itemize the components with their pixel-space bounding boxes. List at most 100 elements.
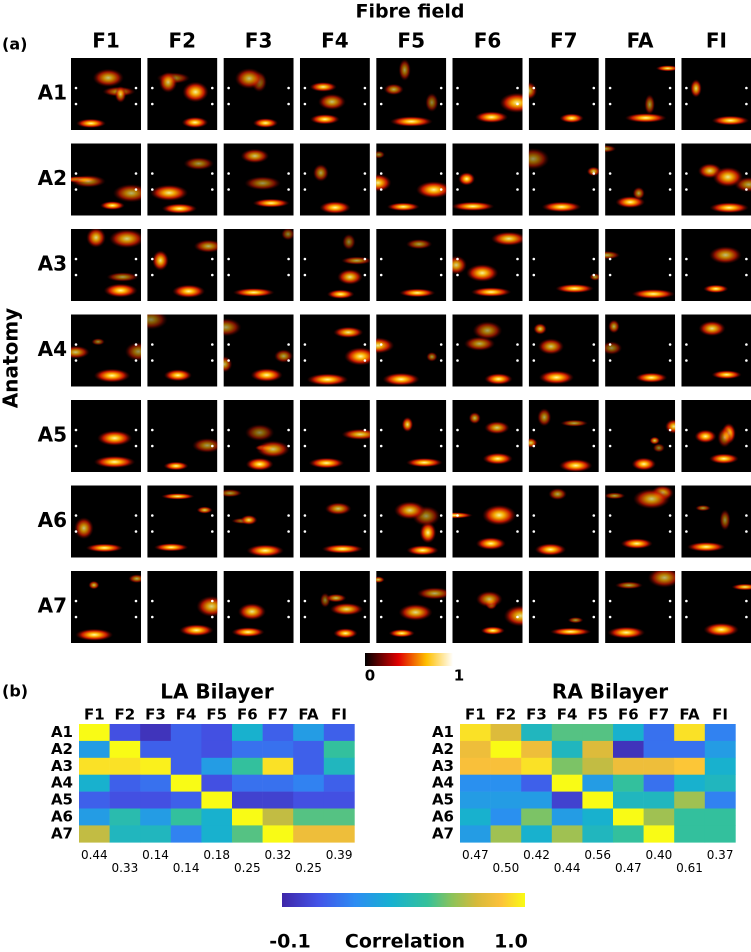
intensity-blob bbox=[344, 347, 370, 366]
landmark-dot bbox=[287, 86, 290, 90]
column-header: F6 bbox=[618, 706, 639, 724]
column-header: F6 bbox=[237, 706, 258, 724]
landmark-dot bbox=[532, 599, 536, 603]
intensity-blob bbox=[484, 421, 510, 435]
intensity-blob bbox=[533, 323, 547, 335]
column-score: 0.44 bbox=[554, 861, 581, 875]
map-panel bbox=[71, 400, 141, 472]
intensity-blob bbox=[172, 284, 206, 298]
intensity-blob bbox=[181, 116, 209, 128]
row-label: A1 bbox=[38, 81, 67, 105]
landmark-dot bbox=[592, 444, 596, 448]
heatmap-cell bbox=[79, 791, 110, 809]
map-panel bbox=[223, 314, 294, 387]
landmark-dot bbox=[668, 615, 672, 619]
heatmap-cell bbox=[613, 825, 644, 843]
map-panel bbox=[681, 143, 751, 216]
intensity-blob bbox=[240, 148, 270, 164]
map-panel bbox=[147, 229, 218, 301]
heatmap-cell bbox=[460, 791, 491, 809]
intensity-blob bbox=[321, 544, 364, 554]
landmark-dot bbox=[608, 343, 612, 346]
landmark-dot bbox=[211, 172, 214, 175]
heatmap-cell bbox=[109, 825, 141, 843]
intensity-blob bbox=[475, 591, 503, 608]
map-panel bbox=[299, 143, 370, 216]
intensity-blob bbox=[607, 626, 646, 639]
intensity-blob bbox=[281, 229, 294, 241]
landmark-dot bbox=[379, 273, 383, 277]
landmark-dot bbox=[287, 257, 290, 261]
map-panel bbox=[223, 400, 294, 472]
map-panel bbox=[223, 485, 294, 558]
intensity-blob bbox=[333, 326, 364, 338]
column-header: F2 bbox=[169, 29, 197, 53]
intensity-blob bbox=[193, 239, 218, 253]
intensity-blob bbox=[698, 320, 726, 337]
map-panel bbox=[681, 229, 751, 301]
landmark-dot bbox=[745, 428, 748, 432]
heatmap-cell bbox=[262, 808, 294, 826]
intensity-blob bbox=[246, 544, 284, 557]
panel-background bbox=[299, 229, 370, 301]
landmark-dot bbox=[74, 343, 78, 346]
intensity-blob bbox=[341, 428, 370, 440]
heatmap-cell bbox=[293, 791, 325, 809]
intensity-blob bbox=[567, 617, 584, 624]
map-panel bbox=[376, 485, 447, 558]
landmark-dot bbox=[379, 86, 383, 90]
landmark-dot bbox=[668, 102, 672, 106]
map-panel bbox=[223, 143, 294, 216]
landmark-dot bbox=[74, 86, 78, 90]
heatmap-cell bbox=[232, 757, 263, 775]
heatmap-cell bbox=[582, 724, 614, 742]
heatmap-title: RA Bilayer bbox=[552, 680, 668, 704]
intensity-blob bbox=[503, 605, 523, 627]
landmark-dot bbox=[456, 273, 459, 277]
heatmap-cell bbox=[232, 808, 263, 826]
column-score: 0.32 bbox=[265, 848, 292, 862]
landmark-dot bbox=[745, 444, 748, 448]
intensity-blob bbox=[401, 416, 414, 433]
intensity-blob bbox=[237, 603, 266, 621]
map-panel bbox=[605, 314, 676, 387]
intensity-blob bbox=[480, 626, 505, 635]
intensity-blob bbox=[240, 514, 258, 525]
landmark-dot bbox=[592, 359, 596, 362]
landmark-dot bbox=[668, 172, 672, 175]
heatmap-cell bbox=[262, 757, 294, 775]
landmark-dot bbox=[532, 428, 536, 432]
column-header: FA bbox=[627, 29, 654, 53]
landmark-dot bbox=[151, 273, 154, 277]
landmark-dot bbox=[439, 102, 443, 106]
heatmap-cell bbox=[582, 740, 614, 759]
heatmap-cell bbox=[140, 774, 172, 792]
intensity-blob bbox=[93, 455, 136, 468]
map-panel bbox=[605, 571, 676, 643]
landmark-dot bbox=[745, 188, 748, 191]
heatmap-cell bbox=[643, 825, 675, 843]
landmark-dot bbox=[303, 599, 307, 603]
intensity-blob bbox=[128, 574, 141, 583]
heatmap-cell bbox=[643, 724, 675, 742]
map-panel bbox=[681, 571, 751, 643]
heatmap-cell bbox=[582, 774, 614, 792]
landmark-dot bbox=[211, 257, 214, 261]
heatmap-cell bbox=[521, 724, 553, 742]
grid-title: Fibre field bbox=[355, 1, 464, 23]
intensity-blob bbox=[605, 145, 617, 153]
intensity-blob bbox=[159, 71, 178, 93]
column-header: FA bbox=[679, 706, 700, 724]
intensity-blob bbox=[719, 509, 731, 531]
heatmap-cell bbox=[674, 724, 706, 742]
map-panel bbox=[528, 229, 599, 301]
column-score: 0.56 bbox=[584, 848, 611, 862]
landmark-dot bbox=[668, 86, 672, 90]
intensity-blob bbox=[74, 517, 94, 540]
landmark-dot bbox=[532, 514, 536, 517]
map-panel bbox=[528, 143, 599, 216]
heatmap-cell bbox=[79, 825, 110, 843]
landmark-dot bbox=[134, 599, 138, 603]
landmark-dot bbox=[439, 188, 443, 191]
landmark-dot bbox=[516, 257, 519, 261]
